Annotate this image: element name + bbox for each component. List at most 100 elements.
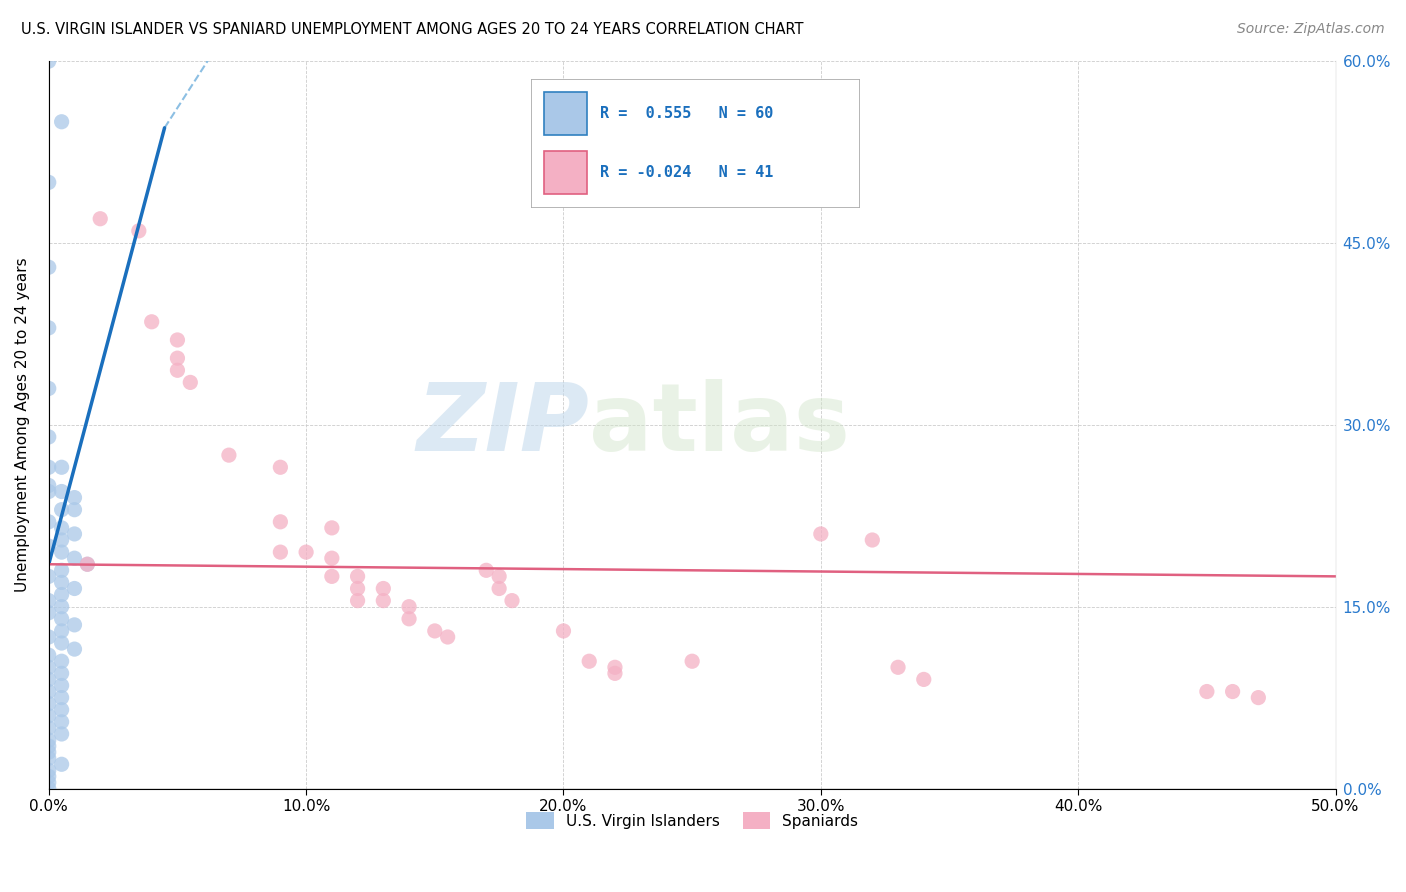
Text: Source: ZipAtlas.com: Source: ZipAtlas.com [1237, 22, 1385, 37]
Point [51, 484, 73, 499]
Point [38, 684, 60, 698]
Point [810, 527, 832, 541]
Point [51, 757, 73, 772]
Text: U.S. VIRGIN ISLANDER VS SPANIARD UNEMPLOYMENT AMONG AGES 20 TO 24 YEARS CORRELAT: U.S. VIRGIN ISLANDER VS SPANIARD UNEMPLO… [21, 22, 804, 37]
Text: atlas: atlas [589, 379, 851, 471]
Point [51, 575, 73, 590]
Point [51, 714, 73, 729]
Point [51, 588, 73, 602]
Point [63, 582, 86, 596]
Point [51, 612, 73, 626]
Point [76, 558, 98, 572]
Point [38, 739, 60, 753]
Point [373, 593, 395, 607]
Point [1247, 690, 1270, 705]
Point [141, 315, 163, 329]
Point [38, 721, 60, 735]
Point [321, 551, 343, 566]
Point [179, 376, 201, 390]
Point [51, 624, 73, 638]
Point [63, 551, 86, 566]
Text: ZIP: ZIP [416, 379, 589, 471]
Point [63, 502, 86, 516]
Point [681, 654, 703, 668]
Y-axis label: Unemployment Among Ages 20 to 24 years: Unemployment Among Ages 20 to 24 years [15, 258, 30, 592]
Point [38, 697, 60, 711]
Point [38, 260, 60, 275]
Point [51, 678, 73, 692]
Point [887, 660, 910, 674]
Point [218, 448, 240, 462]
Point [603, 660, 626, 674]
Point [346, 582, 368, 596]
Point [38, 764, 60, 778]
Point [51, 654, 73, 668]
Point [38, 648, 60, 662]
Point [51, 599, 73, 614]
Point [1222, 684, 1244, 698]
Point [38, 630, 60, 644]
Point [269, 460, 291, 475]
Point [38, 539, 60, 553]
Point [63, 527, 86, 541]
Point [373, 582, 395, 596]
Point [860, 533, 883, 547]
Point [475, 563, 498, 577]
Point [38, 708, 60, 723]
Point [38, 781, 60, 796]
Point [51, 690, 73, 705]
Point [346, 569, 368, 583]
Point [51, 460, 73, 475]
Point [38, 54, 60, 69]
Point [553, 624, 575, 638]
Legend: U.S. Virgin Islanders, Spaniards: U.S. Virgin Islanders, Spaniards [520, 805, 865, 836]
Point [38, 606, 60, 620]
Point [38, 460, 60, 475]
Point [38, 381, 60, 395]
Point [38, 515, 60, 529]
Point [38, 660, 60, 674]
Point [603, 666, 626, 681]
Point [578, 654, 600, 668]
Point [295, 545, 318, 559]
Point [166, 351, 188, 366]
Point [38, 478, 60, 492]
Point [269, 515, 291, 529]
Point [38, 751, 60, 765]
Point [76, 558, 98, 572]
Point [166, 333, 188, 347]
Point [346, 593, 368, 607]
Point [51, 533, 73, 547]
Point [51, 545, 73, 559]
Point [38, 745, 60, 759]
Point [269, 545, 291, 559]
Point [1195, 684, 1218, 698]
Point [63, 642, 86, 657]
Point [63, 491, 86, 505]
Point [38, 321, 60, 335]
Point [38, 484, 60, 499]
Point [912, 673, 935, 687]
Point [89, 211, 111, 226]
Point [38, 430, 60, 444]
Point [501, 593, 523, 607]
Point [63, 618, 86, 632]
Point [38, 569, 60, 583]
Point [38, 673, 60, 687]
Point [38, 775, 60, 789]
Point [51, 703, 73, 717]
Point [51, 666, 73, 681]
Point [38, 593, 60, 607]
Point [398, 599, 420, 614]
Point [321, 569, 343, 583]
Point [38, 175, 60, 189]
Point [321, 521, 343, 535]
Point [398, 612, 420, 626]
Point [38, 733, 60, 747]
Point [436, 630, 458, 644]
Point [51, 563, 73, 577]
Point [423, 624, 446, 638]
Point [166, 363, 188, 377]
Point [51, 727, 73, 741]
Point [128, 224, 150, 238]
